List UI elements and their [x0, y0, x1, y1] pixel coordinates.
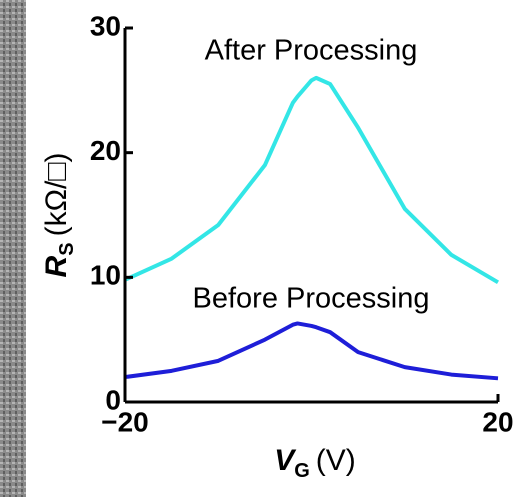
annotation: After Processing — [205, 35, 418, 67]
y-label-main: R — [40, 255, 73, 277]
y-tick-label: 30 — [90, 10, 121, 41]
data-line — [124, 321, 499, 381]
annotation: Before Processing — [193, 283, 430, 315]
y-label-sub: S — [56, 242, 78, 255]
y-axis-label: RS (kΩ/□) — [40, 153, 78, 278]
x-label-sub: G — [294, 460, 310, 482]
y-tick-label: 0 — [105, 384, 121, 415]
x-label-unit: (V) — [316, 444, 356, 477]
background-image-strip — [0, 0, 26, 497]
data-line — [124, 75, 500, 285]
x-label-main: V — [274, 444, 297, 477]
x-tick-label: −20 — [101, 406, 149, 437]
y-tick-label: 10 — [90, 260, 121, 291]
y-tick-label: 20 — [90, 135, 121, 166]
x-tick-label: 20 — [482, 406, 513, 437]
x-axis-label: VG (V) — [274, 444, 356, 482]
y-label-unit: (kΩ/□) — [40, 153, 73, 237]
